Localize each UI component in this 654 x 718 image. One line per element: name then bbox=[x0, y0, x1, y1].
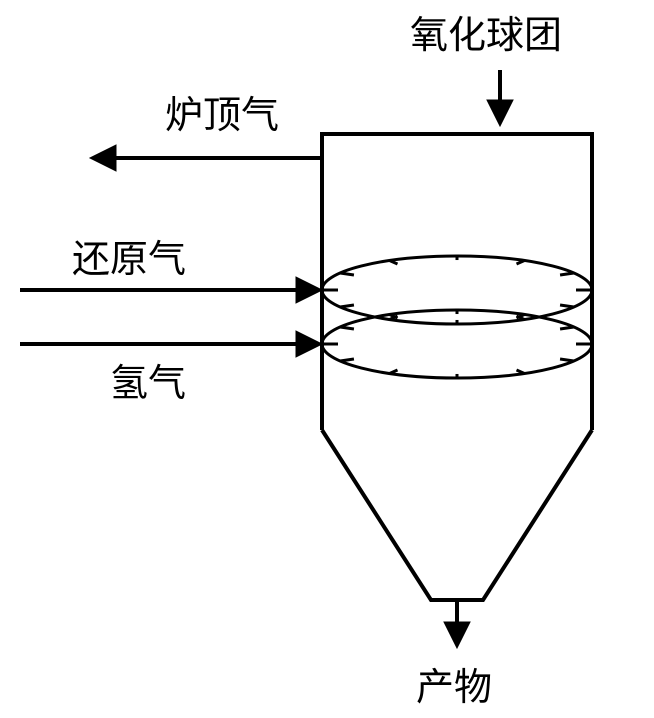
tuyere-ring-lower-tick bbox=[340, 359, 354, 361]
furnace-hopper bbox=[322, 430, 592, 600]
tuyere-ring-lower-tick bbox=[517, 370, 525, 373]
tuyere-ring-upper-tick bbox=[390, 261, 398, 264]
tuyere-ring-upper-tick bbox=[340, 273, 354, 275]
furnace-body bbox=[322, 134, 592, 430]
tuyere-ring-lower-tick bbox=[560, 327, 574, 329]
arrow-oxide-pellets-head bbox=[487, 100, 513, 126]
tuyere-ring-upper-tick bbox=[560, 305, 574, 307]
tuyere-ring-lower-tick bbox=[560, 359, 574, 361]
tuyere-ring-upper-tick bbox=[340, 305, 354, 307]
tuyere-ring-lower-tick bbox=[340, 327, 354, 329]
label-oxide-pellets: 氧化球团 bbox=[410, 15, 562, 57]
arrow-top-gas-head bbox=[90, 145, 116, 171]
tuyere-ring-upper-tick bbox=[517, 261, 525, 264]
label-reducing-gas: 还原气 bbox=[72, 239, 186, 281]
arrow-product-head bbox=[444, 622, 470, 648]
tuyere-ring-lower-tick bbox=[390, 370, 398, 373]
tuyere-ring-upper-tick bbox=[560, 273, 574, 275]
arrow-reducing-gas-head bbox=[296, 277, 322, 303]
label-top-gas: 炉顶气 bbox=[165, 95, 279, 137]
arrow-hydrogen-head bbox=[296, 331, 322, 357]
label-product: 产物 bbox=[416, 667, 492, 709]
label-hydrogen: 氢气 bbox=[110, 363, 186, 405]
